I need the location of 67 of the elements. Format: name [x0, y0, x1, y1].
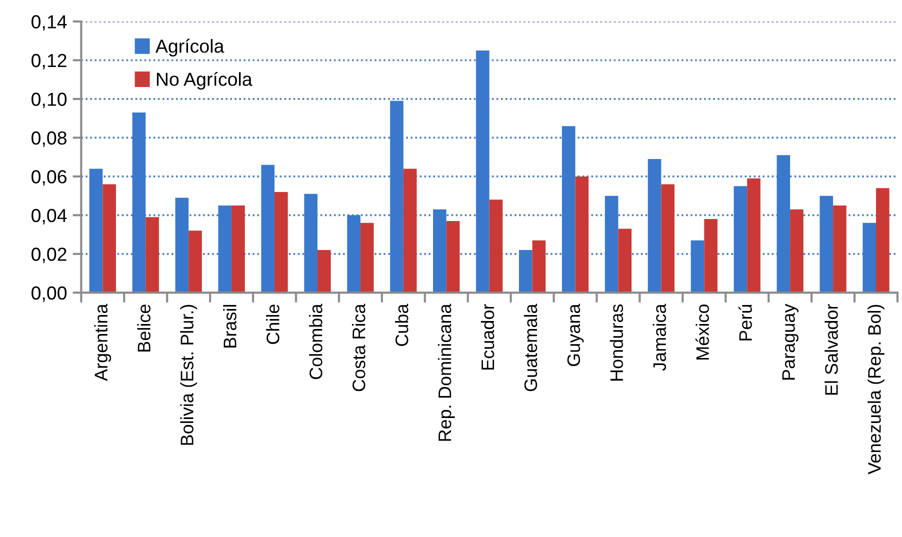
x-tick-label: Costa Rica: [352, 304, 366, 392]
bar: [704, 219, 718, 293]
bar: [317, 250, 331, 293]
bar: [347, 215, 360, 293]
bar: [820, 196, 834, 293]
y-tick-label: 0,12: [32, 54, 66, 70]
bar: [360, 222, 374, 293]
bar: [132, 112, 146, 293]
bar: [261, 164, 275, 293]
bar: [304, 194, 318, 293]
y-tick-label: 0,02: [32, 248, 66, 264]
x-tick-label: Venezuela (Rep. Bol): [868, 304, 884, 474]
bar: [476, 50, 490, 293]
x-tick-label: Paraguay: [782, 304, 798, 380]
bar: [89, 168, 103, 293]
y-tick-label: 0,04: [32, 208, 67, 224]
bar: [604, 196, 618, 293]
y-tick-label: 0,08: [32, 131, 66, 147]
bar: [618, 228, 632, 293]
bar: [575, 176, 589, 293]
x-tick-label: Guyana: [567, 304, 584, 366]
bar: [489, 200, 503, 293]
bar: [562, 126, 576, 293]
bar: [218, 206, 232, 293]
x-tick-label: Cuba: [394, 304, 408, 346]
legend-label: Agrícola: [155, 38, 224, 56]
x-tick-label: Chile: [266, 304, 280, 344]
bar: [274, 192, 288, 293]
x-tick-label: Brasil: [223, 304, 236, 348]
bar: [532, 240, 546, 293]
bar: [648, 159, 662, 293]
bar: [518, 250, 532, 293]
x-tick-label: Jamaica: [652, 304, 666, 371]
bar: [146, 217, 159, 293]
bar: [776, 155, 790, 293]
bar: [747, 178, 760, 293]
legend-label: No Agrícola: [156, 72, 252, 90]
x-tick-label: Perú: [738, 304, 752, 340]
bar: [403, 168, 417, 293]
x-tick-label: Bolivia (Est. Plur.): [180, 304, 197, 445]
bar: [833, 206, 846, 293]
y-tick-label: 0,14: [32, 15, 67, 31]
bar: [433, 209, 446, 293]
bar: [876, 188, 890, 293]
x-tick-label: El Salvador: [824, 304, 838, 395]
bar: [734, 186, 748, 293]
bar: [661, 184, 675, 293]
x-tick-label: Belice: [137, 304, 150, 352]
bar: [232, 206, 245, 293]
y-tick-label: 0,06: [32, 170, 66, 186]
bar: [446, 220, 460, 293]
bar: [862, 222, 876, 293]
bar: [790, 209, 804, 293]
x-tick-label: Argentina: [94, 304, 112, 382]
bar: [102, 184, 116, 293]
bar: [390, 100, 404, 293]
bar: [690, 240, 704, 293]
x-tick-label: Guatemala: [524, 304, 538, 392]
bar: [175, 198, 189, 293]
y-tick-label: 0,00: [32, 286, 67, 302]
x-tick-label: Rep. Dominicana: [438, 304, 455, 441]
x-tick-label: México: [696, 304, 709, 360]
y-tick-label: 0,10: [32, 92, 67, 108]
bar: [188, 230, 202, 293]
x-tick-label: Colombia: [309, 304, 322, 380]
x-tick-label: Ecuador: [480, 304, 494, 370]
x-tick-label: Honduras: [610, 304, 624, 381]
